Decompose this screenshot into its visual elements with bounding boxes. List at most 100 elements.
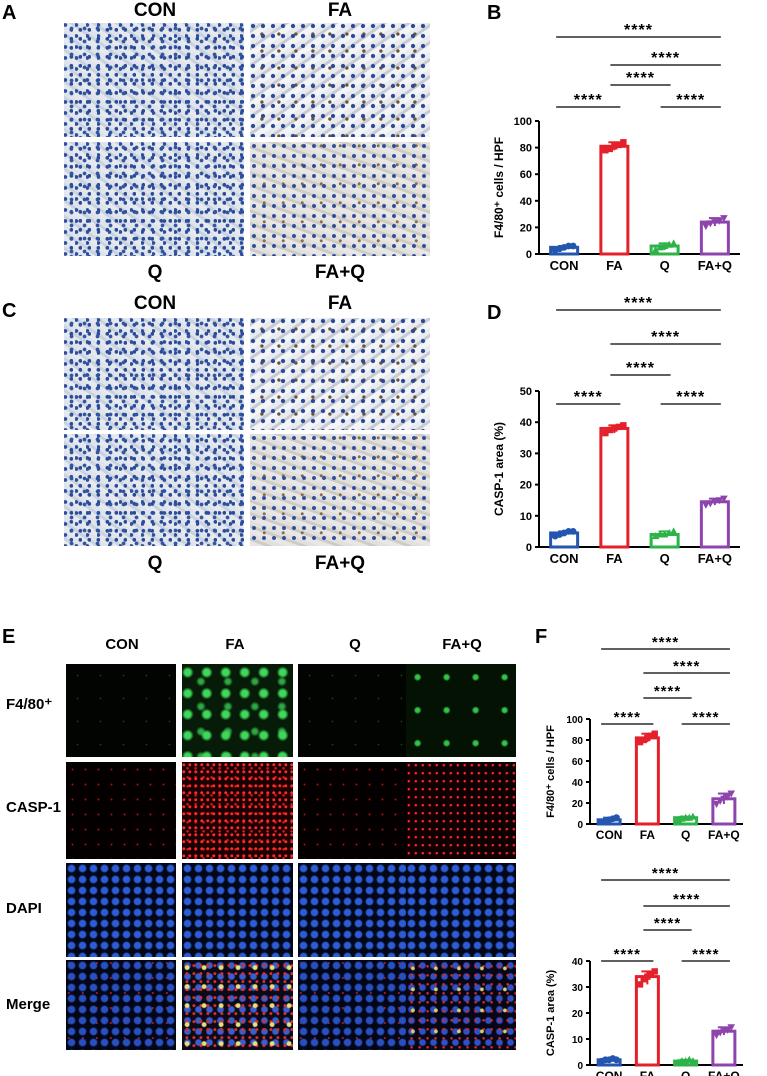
y-tick-label: 80 [572,736,584,747]
data-point [647,970,655,978]
y-tick-label: 0 [526,249,532,261]
ihc-image-a-con [64,23,244,137]
y-tick-label: 40 [520,417,532,429]
data-point [611,143,618,150]
significance-stars: **** [673,658,700,675]
y-tick-label: 40 [572,778,584,789]
chart-b: 0 20 40 60 80 100 F4/80⁺ cells / HPF CON FA Q FA+Q… [492,22,740,273]
data-point [636,738,644,746]
panel-c-label-q: Q [147,553,163,574]
x-tick-label: FA+Q [698,551,732,566]
if-row-f480: F4/80⁺ [6,696,53,713]
if-image-merge-faq [406,960,516,1050]
panel-c-label-faq: FA+Q [314,553,366,574]
y-tick-label: 20 [520,480,532,492]
data-point [712,1032,721,1040]
ihc-image-c-faq [250,434,430,546]
significance-stars: **** [574,92,603,109]
data-point [647,732,655,739]
y-tick-label: 60 [572,757,584,768]
panel-a-label-con: CON [133,0,177,21]
if-image-casp1-q [298,762,406,859]
data-point [611,425,618,432]
if-col-faq: FA+Q [442,636,482,653]
data-point [613,1056,620,1064]
y-tick-label: 10 [520,511,532,523]
bar [599,426,630,549]
data-point [569,528,577,535]
if-image-dapi-con [66,863,176,957]
data-point [602,147,609,154]
bar [599,144,630,256]
data-point [702,223,710,231]
data-point [689,812,697,820]
panel-letter-b: B [487,2,502,24]
if-col-fa: FA [225,636,245,653]
if-image-casp1-con [66,762,176,859]
data-point [716,797,725,805]
if-row-merge: Merge [6,996,51,1013]
y-tick-label: 20 [572,1009,584,1020]
data-point [706,500,715,508]
panel-letter-d: D [487,302,502,324]
data-point [569,242,577,250]
data-point [644,973,651,980]
data-point [620,422,627,429]
y-axis-label: F4/80⁺ cells / HPF [492,137,506,238]
significance-stars: **** [651,50,680,67]
y-axis-label: CASP-1 area (%) [492,422,506,516]
y-tick-label: 60 [520,169,532,181]
data-point [644,734,651,742]
y-axis-label: CASP-1 area (%) [545,970,557,1057]
if-image-merge-q [298,960,406,1050]
y-tick-label: 0 [526,542,532,554]
y-tick-label: 100 [566,715,583,726]
if-image-f480-con [66,664,176,757]
data-point [606,145,614,153]
data-point [615,141,623,149]
if-image-casp1-fa [182,762,293,859]
data-point [606,426,614,434]
significance-stars: **** [692,946,719,963]
panel-c-label-con: CON [133,293,177,314]
y-tick-label: 40 [572,957,584,968]
x-tick-label: Q [681,1069,690,1076]
data-point [602,429,609,437]
panel-letter-e: E [2,626,16,648]
data-point [613,814,620,822]
x-tick-label: FA [606,258,623,273]
if-col-q: Q [349,636,361,653]
if-image-merge-con [66,960,176,1050]
panel-a-label-q: Q [147,262,163,283]
x-tick-label: FA+Q [698,258,732,273]
x-tick-label: FA+Q [708,1069,740,1076]
significance-stars: **** [614,709,641,726]
y-tick-label: 80 [520,143,532,155]
significance-stars: **** [673,891,700,908]
data-point [723,793,732,801]
y-tick-label: 50 [520,386,532,398]
data-point [712,801,721,809]
data-point [640,976,647,983]
data-point [651,730,658,737]
panel-a-label-fa: FA [327,0,353,21]
data-point [720,215,728,223]
x-tick-label: CON [550,258,579,273]
x-tick-label: FA [640,1069,656,1076]
y-tick-label: 0 [577,1061,583,1072]
significance-stars: **** [654,683,681,700]
panel-letter-f: F [535,626,548,648]
y-tick-label: 20 [572,799,584,810]
panel-c-label-fa: FA [327,293,353,314]
if-image-f480-q [298,664,406,757]
data-point [715,497,724,505]
y-tick-label: 20 [520,222,532,234]
significance-stars: **** [651,329,680,346]
y-tick-label: 0 [577,820,583,831]
ihc-image-a-q [64,142,244,256]
y-tick-label: 40 [520,196,532,208]
data-point [727,1024,736,1032]
x-tick-label: FA [606,551,623,566]
panel-letter-a: A [2,2,17,24]
y-tick-label: 10 [572,1035,584,1046]
